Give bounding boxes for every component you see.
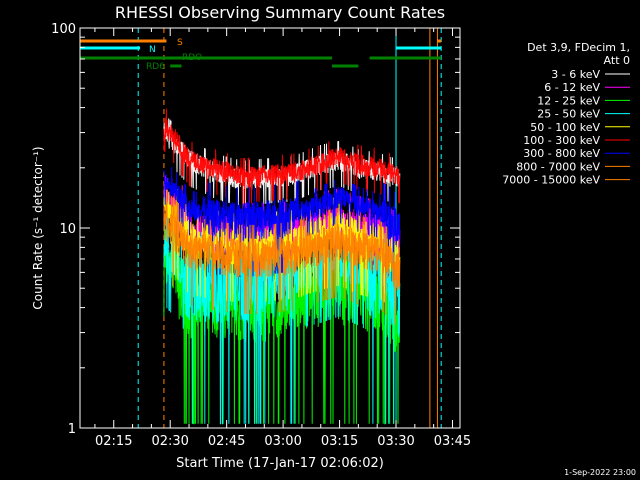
legend-entry-label-7: 800 - 7000 keV [516,160,600,173]
footer-date: 1-Sep-2022 23:00 [564,468,636,477]
legend-header-line1: Det 3,9, FDecim 1, [527,41,630,54]
legend-entry-label-3: 25 - 50 keV [537,108,600,121]
legend-entry-label-6: 300 - 800 keV [523,147,600,160]
series-line-6 [163,166,401,281]
x-tick-label-3: 03:00 [264,434,301,449]
flag-label-n: N [149,45,156,55]
legend-entry-label-4: 50 - 100 keV [530,121,600,134]
legend-entry-label-2: 12 - 25 keV [537,94,600,107]
flag-label-s: S [177,38,183,48]
series-line-5 [163,108,401,204]
x-tick-label-5: 03:30 [377,434,414,449]
x-tick-label-4: 03:15 [321,434,358,449]
x-tick-label-0: 02:15 [95,434,132,449]
y-tick-label-2: 100 [51,22,76,37]
legend-entry-label-8: 7000 - 15000 keV [502,174,600,187]
x-tick-label-6: 03:45 [434,434,471,449]
legend-header-line2: Att 0 [604,54,630,67]
x-axis-label: Start Time (17-Jan-17 02:06:02) [176,456,384,471]
axes: 02:15 02:30 02:45 03:00 03:15 03:30 03:45 1 10 10… [51,22,471,449]
chart-title: RHESSI Observing Summary Count Rates [115,3,445,22]
legend-entry-label-0: 3 - 6 keV [551,68,600,81]
x-tick-label-1: 02:30 [151,434,188,449]
flag-label-rd6: RD6 [146,62,165,72]
plot-area: S N RDO RD6 [79,28,442,428]
legend-entry-label-5: 100 - 300 keV [523,134,600,147]
y-axis-label: Count Rate (s⁻¹ detector⁻¹) [31,146,45,309]
plot-frame [79,27,461,429]
flag-label-rdo: RDO [182,53,202,63]
legend-entry-label-1: 6 - 12 keV [544,81,600,94]
x-tick-label-2: 02:45 [208,434,245,449]
y-tick-label-0: 1 [68,422,76,437]
series-line-7 [163,190,401,325]
y-tick-label-1: 10 [59,222,76,237]
